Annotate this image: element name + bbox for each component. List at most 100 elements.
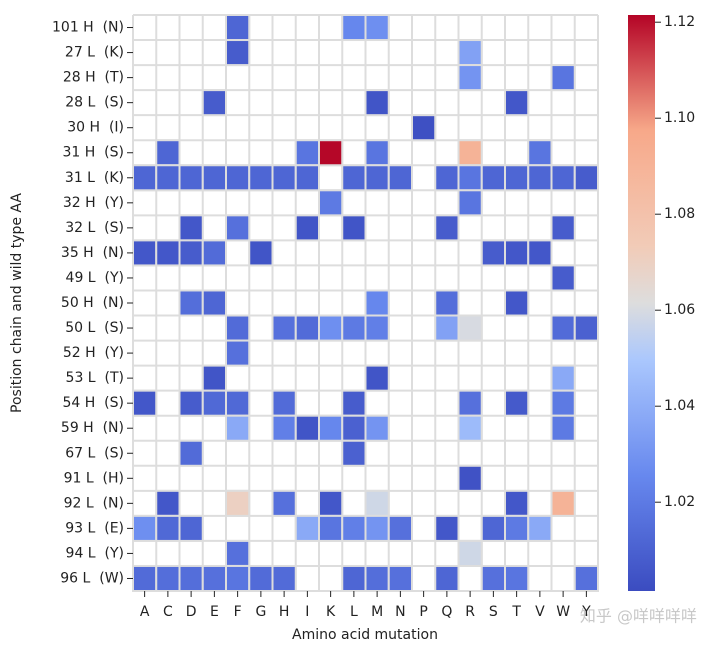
heatmap-cell xyxy=(271,489,297,517)
heatmap-cell xyxy=(201,164,227,192)
y-tick-label: 101 H (N) xyxy=(52,20,124,36)
heatmap-cell xyxy=(457,314,483,342)
x-tick-label: H xyxy=(279,604,290,620)
x-tick-label: M xyxy=(371,604,383,620)
heatmap-cell xyxy=(294,414,320,442)
heatmap-cell xyxy=(178,389,204,417)
heatmap-cell xyxy=(457,39,483,67)
y-tick-label: 67 L (S) xyxy=(65,445,124,461)
heatmap-cell xyxy=(201,89,227,117)
heatmap-cell xyxy=(225,14,251,42)
y-tick-label: 94 L (Y) xyxy=(66,545,124,561)
heatmap-cell xyxy=(341,14,367,42)
heatmap-cell xyxy=(550,164,576,192)
heatmap-cell xyxy=(225,314,251,342)
heatmap-cell xyxy=(457,539,483,567)
heatmap-cell xyxy=(387,564,413,593)
x-tick-label: F xyxy=(234,604,242,620)
x-tick-label: A xyxy=(140,604,150,620)
heatmap-cell xyxy=(225,39,251,67)
heatmap-cell xyxy=(364,314,390,342)
heatmap-cell xyxy=(294,214,320,242)
y-tick-label: 54 H (S) xyxy=(62,395,124,411)
heatmap-cell xyxy=(225,164,251,192)
heatmap-cell xyxy=(201,564,227,593)
heatmap-cell xyxy=(178,239,204,267)
heatmap-cell xyxy=(271,389,297,417)
y-tick-label: 35 H (N) xyxy=(61,245,124,261)
y-axis-label: Position chain and wild type AA xyxy=(9,193,25,413)
y-tick-label: 28 H (T) xyxy=(63,70,124,86)
heatmap-cell xyxy=(504,564,530,593)
heatmap-cell xyxy=(504,164,530,192)
heatmap-cell xyxy=(178,214,204,242)
heatmap-cell xyxy=(573,314,599,342)
heatmap-cell xyxy=(341,564,367,593)
y-tick-label: 31 L (K) xyxy=(65,170,124,186)
heatmap-cell xyxy=(155,164,181,192)
heatmap-cell xyxy=(364,364,390,392)
heatmap-cell xyxy=(434,289,460,317)
heatmap-cell xyxy=(364,414,390,442)
heatmap-cell xyxy=(434,514,460,542)
heatmap-cell xyxy=(318,139,344,167)
heatmap-cell xyxy=(457,414,483,442)
heatmap-cell xyxy=(434,164,460,192)
x-tick-label: K xyxy=(326,604,336,620)
heatmap-cell xyxy=(201,364,227,392)
heatmap-cell xyxy=(504,489,530,517)
heatmap-cell xyxy=(550,264,576,292)
heatmap-cell xyxy=(480,564,506,593)
heatmap-cell xyxy=(341,164,367,192)
x-axis-label: Amino acid mutation xyxy=(292,627,438,643)
x-tick-label: R xyxy=(465,604,475,620)
heatmap-cell xyxy=(550,314,576,342)
heatmap-cell xyxy=(573,164,599,192)
heatmap-cell xyxy=(527,514,553,542)
x-tick-label: G xyxy=(255,604,266,620)
heatmap-cell xyxy=(341,314,367,342)
x-tick-label: E xyxy=(210,604,219,620)
y-tick-label: 32 H (Y) xyxy=(63,195,124,211)
heatmap-cell xyxy=(155,564,181,593)
heatmap-cell xyxy=(132,514,158,542)
heatmap-cell xyxy=(341,389,367,417)
y-tick-label: 32 L (S) xyxy=(65,220,124,236)
x-tick-label: W xyxy=(556,604,570,620)
x-tick-label: N xyxy=(395,604,405,620)
heatmap-cell xyxy=(550,389,576,417)
y-tick-label: 50 L (S) xyxy=(65,320,124,336)
heatmap-cell xyxy=(132,239,158,267)
heatmap-cell xyxy=(550,489,576,517)
heatmap-cell xyxy=(225,214,251,242)
y-tick-label: 27 L (K) xyxy=(65,45,124,61)
heatmap-cell xyxy=(434,314,460,342)
heatmap-cell xyxy=(364,514,390,542)
heatmap-cell xyxy=(457,64,483,92)
heatmap-cell xyxy=(225,489,251,517)
y-tick-label: 28 L (S) xyxy=(65,95,124,111)
heatmap-cell xyxy=(480,239,506,267)
y-tick-label: 31 H (S) xyxy=(62,145,124,161)
heatmap-cell xyxy=(318,489,344,517)
heatmap-cell xyxy=(364,14,390,42)
heatmap-cell xyxy=(271,164,297,192)
x-tick-label: L xyxy=(350,604,358,620)
heatmap-cell xyxy=(341,439,367,467)
y-tick-label: 59 H (N) xyxy=(61,420,124,436)
y-tick-label: 52 H (Y) xyxy=(63,345,124,361)
heatmap-cell xyxy=(132,389,158,417)
heatmap-cell xyxy=(341,214,367,242)
x-tick-label: Y xyxy=(581,604,591,620)
heatmap-cell xyxy=(155,239,181,267)
heatmap-cell xyxy=(271,314,297,342)
watermark: 知乎 @咩咩咩咩 xyxy=(580,607,697,626)
heatmap-cell xyxy=(341,514,367,542)
heatmap-cell xyxy=(248,239,274,267)
colorbar-tick-label: 1.12 xyxy=(664,14,695,30)
heatmap-cell xyxy=(550,414,576,442)
heatmap-cell xyxy=(225,414,251,442)
heatmap-cell xyxy=(225,389,251,417)
heatmap-cell xyxy=(364,289,390,317)
